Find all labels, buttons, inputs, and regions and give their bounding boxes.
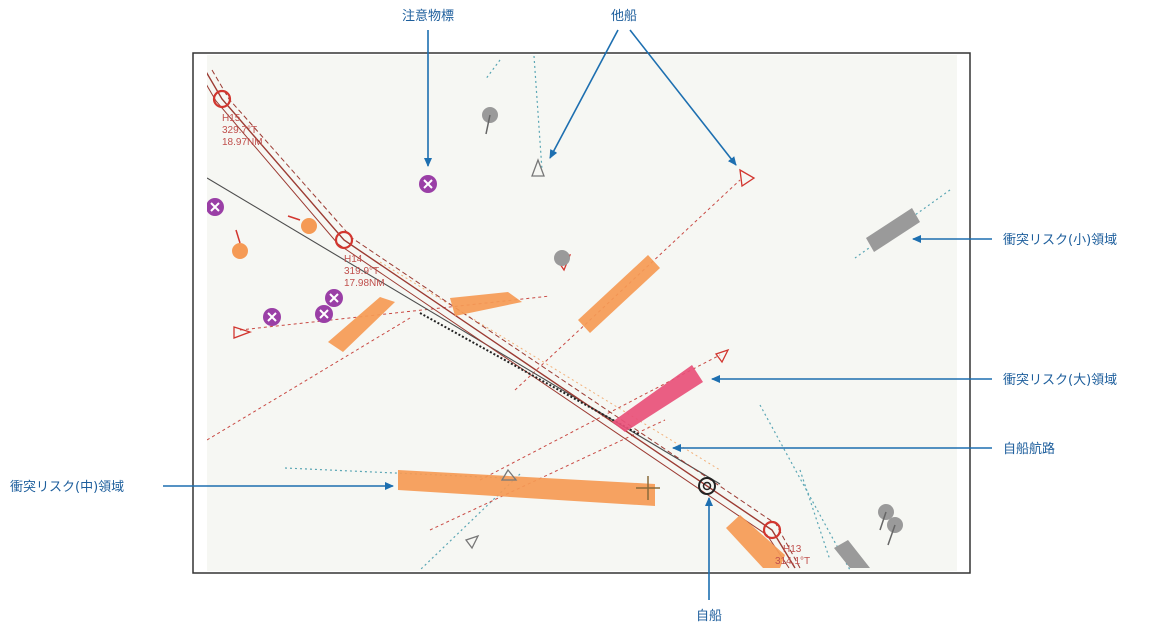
purple-x-circle-icon — [263, 308, 281, 326]
waypoint-h14-marker — [334, 230, 354, 250]
caution-markers — [207, 175, 437, 326]
other-ships-gray — [464, 158, 545, 550]
label-other-ship: 他船 — [611, 9, 637, 24]
purple-x-circle-icon — [207, 198, 224, 216]
cyan-tracks — [284, 55, 951, 571]
triangle-ship-icon — [500, 468, 518, 481]
safety-line — [379, 261, 721, 471]
waypoint-h15-bearing: 329.7°T — [222, 125, 257, 136]
risk-small-areas — [834, 208, 920, 568]
waypoint-h15-distance: 18.97NM — [222, 137, 263, 148]
waypoint-h14-bearing: 319.9°T — [344, 266, 379, 277]
waypoint-h15-id: H15 — [222, 113, 241, 124]
callout-labels: 注意物標 他船 衝突リスク(小)領域 衝突リスク(大)領域 自船航路 衝突リスク… — [10, 8, 1117, 624]
label-risk-medium: 衝突リスク(中)領域 — [10, 479, 124, 495]
waypoint-h14-id: H14 — [344, 254, 363, 265]
triangle-ship-icon — [714, 348, 730, 364]
label-risk-large: 衝突リスク(大)領域 — [1003, 372, 1117, 388]
risk-medium-1 — [328, 297, 395, 352]
waypoint-h13-marker — [762, 520, 782, 540]
label-risk-small: 衝突リスク(小)領域 — [1003, 232, 1117, 248]
label-own-ship: 自船 — [696, 609, 722, 624]
own-history — [419, 312, 641, 436]
risk-medium-4 — [726, 515, 785, 568]
label-caution-marker: 注意物標 — [402, 8, 454, 24]
waypoint-h15-marker — [212, 89, 232, 109]
waypoint-h14-distance: 17.98NM — [344, 278, 385, 289]
purple-x-circle-icon — [315, 305, 333, 323]
gray-buoys — [482, 107, 903, 546]
risk-medium-2 — [450, 292, 522, 316]
triangle-ship-icon — [531, 158, 545, 177]
waypoint-h13-bearing: 314.1°T — [775, 556, 810, 567]
purple-x-circle-icon — [419, 175, 437, 193]
waypoint-markers — [212, 89, 782, 540]
callout-arrow-other-ship-2 — [629, 29, 737, 166]
gray-buoy-icon — [554, 250, 570, 266]
triangle-ship-icon — [233, 326, 253, 339]
risk-medium-areas — [328, 255, 785, 568]
risk-large-area — [612, 365, 703, 432]
callout-arrow-other-ship-1 — [549, 29, 619, 159]
purple-x-circle-icon — [325, 289, 343, 307]
risk-medium-long — [398, 470, 655, 506]
waypoint-h13-id: H13 — [783, 544, 802, 555]
triangle-ship-icon — [739, 168, 756, 188]
triangle-ship-icon — [464, 534, 480, 550]
callout-arrows — [163, 29, 992, 600]
crosshair-icon — [636, 476, 660, 500]
orange-buoys — [232, 215, 317, 259]
waypoint-labels: H15 329.7°T 18.97NM H14 319.9°T 17.98NM … — [222, 113, 810, 567]
risk-medium-3 — [578, 255, 660, 333]
label-own-route: 自船航路 — [1003, 441, 1055, 457]
own-ship-circle-icon — [698, 477, 716, 495]
